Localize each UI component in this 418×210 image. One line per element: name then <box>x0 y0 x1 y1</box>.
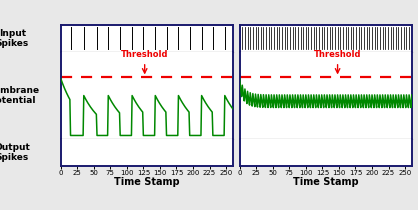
Text: Threshold: Threshold <box>121 50 168 73</box>
Text: Input
Spikes: Input Spikes <box>0 29 29 48</box>
Text: Threshold: Threshold <box>314 50 361 73</box>
Text: Output
Spikes: Output Spikes <box>0 143 31 162</box>
Text: Membrane
Potential: Membrane Potential <box>0 86 39 105</box>
X-axis label: Time Stamp: Time Stamp <box>293 177 359 188</box>
X-axis label: Time Stamp: Time Stamp <box>114 177 179 188</box>
